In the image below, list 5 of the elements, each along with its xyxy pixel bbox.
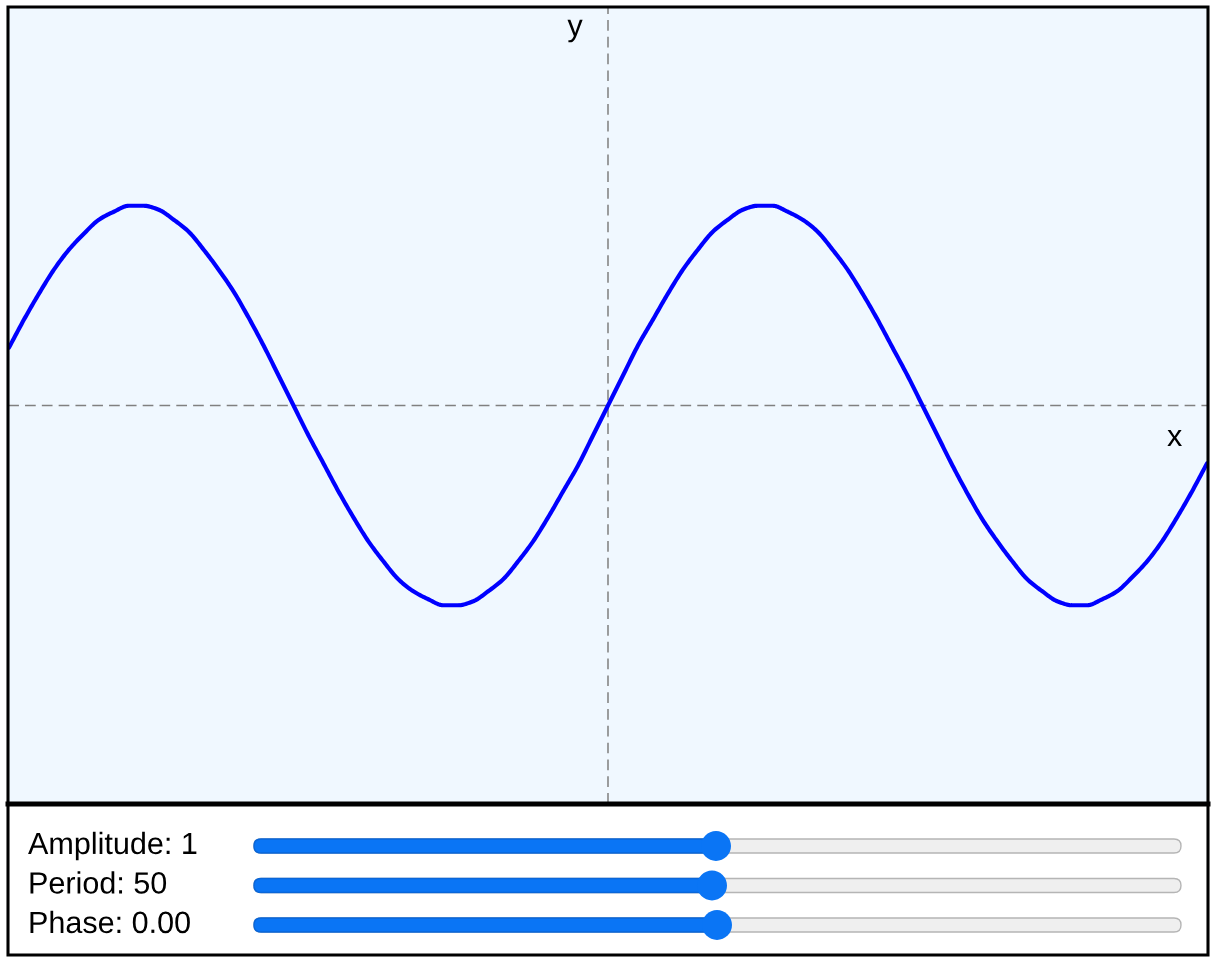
text: Amplitude: 1: [28, 831, 197, 861]
text: Phase: 0.00: [30, 910, 190, 934]
x-axis-title: x: [1167, 429, 1182, 447]
text: y: [567, 19, 583, 43]
text: Period: 50: [30, 871, 167, 894]
